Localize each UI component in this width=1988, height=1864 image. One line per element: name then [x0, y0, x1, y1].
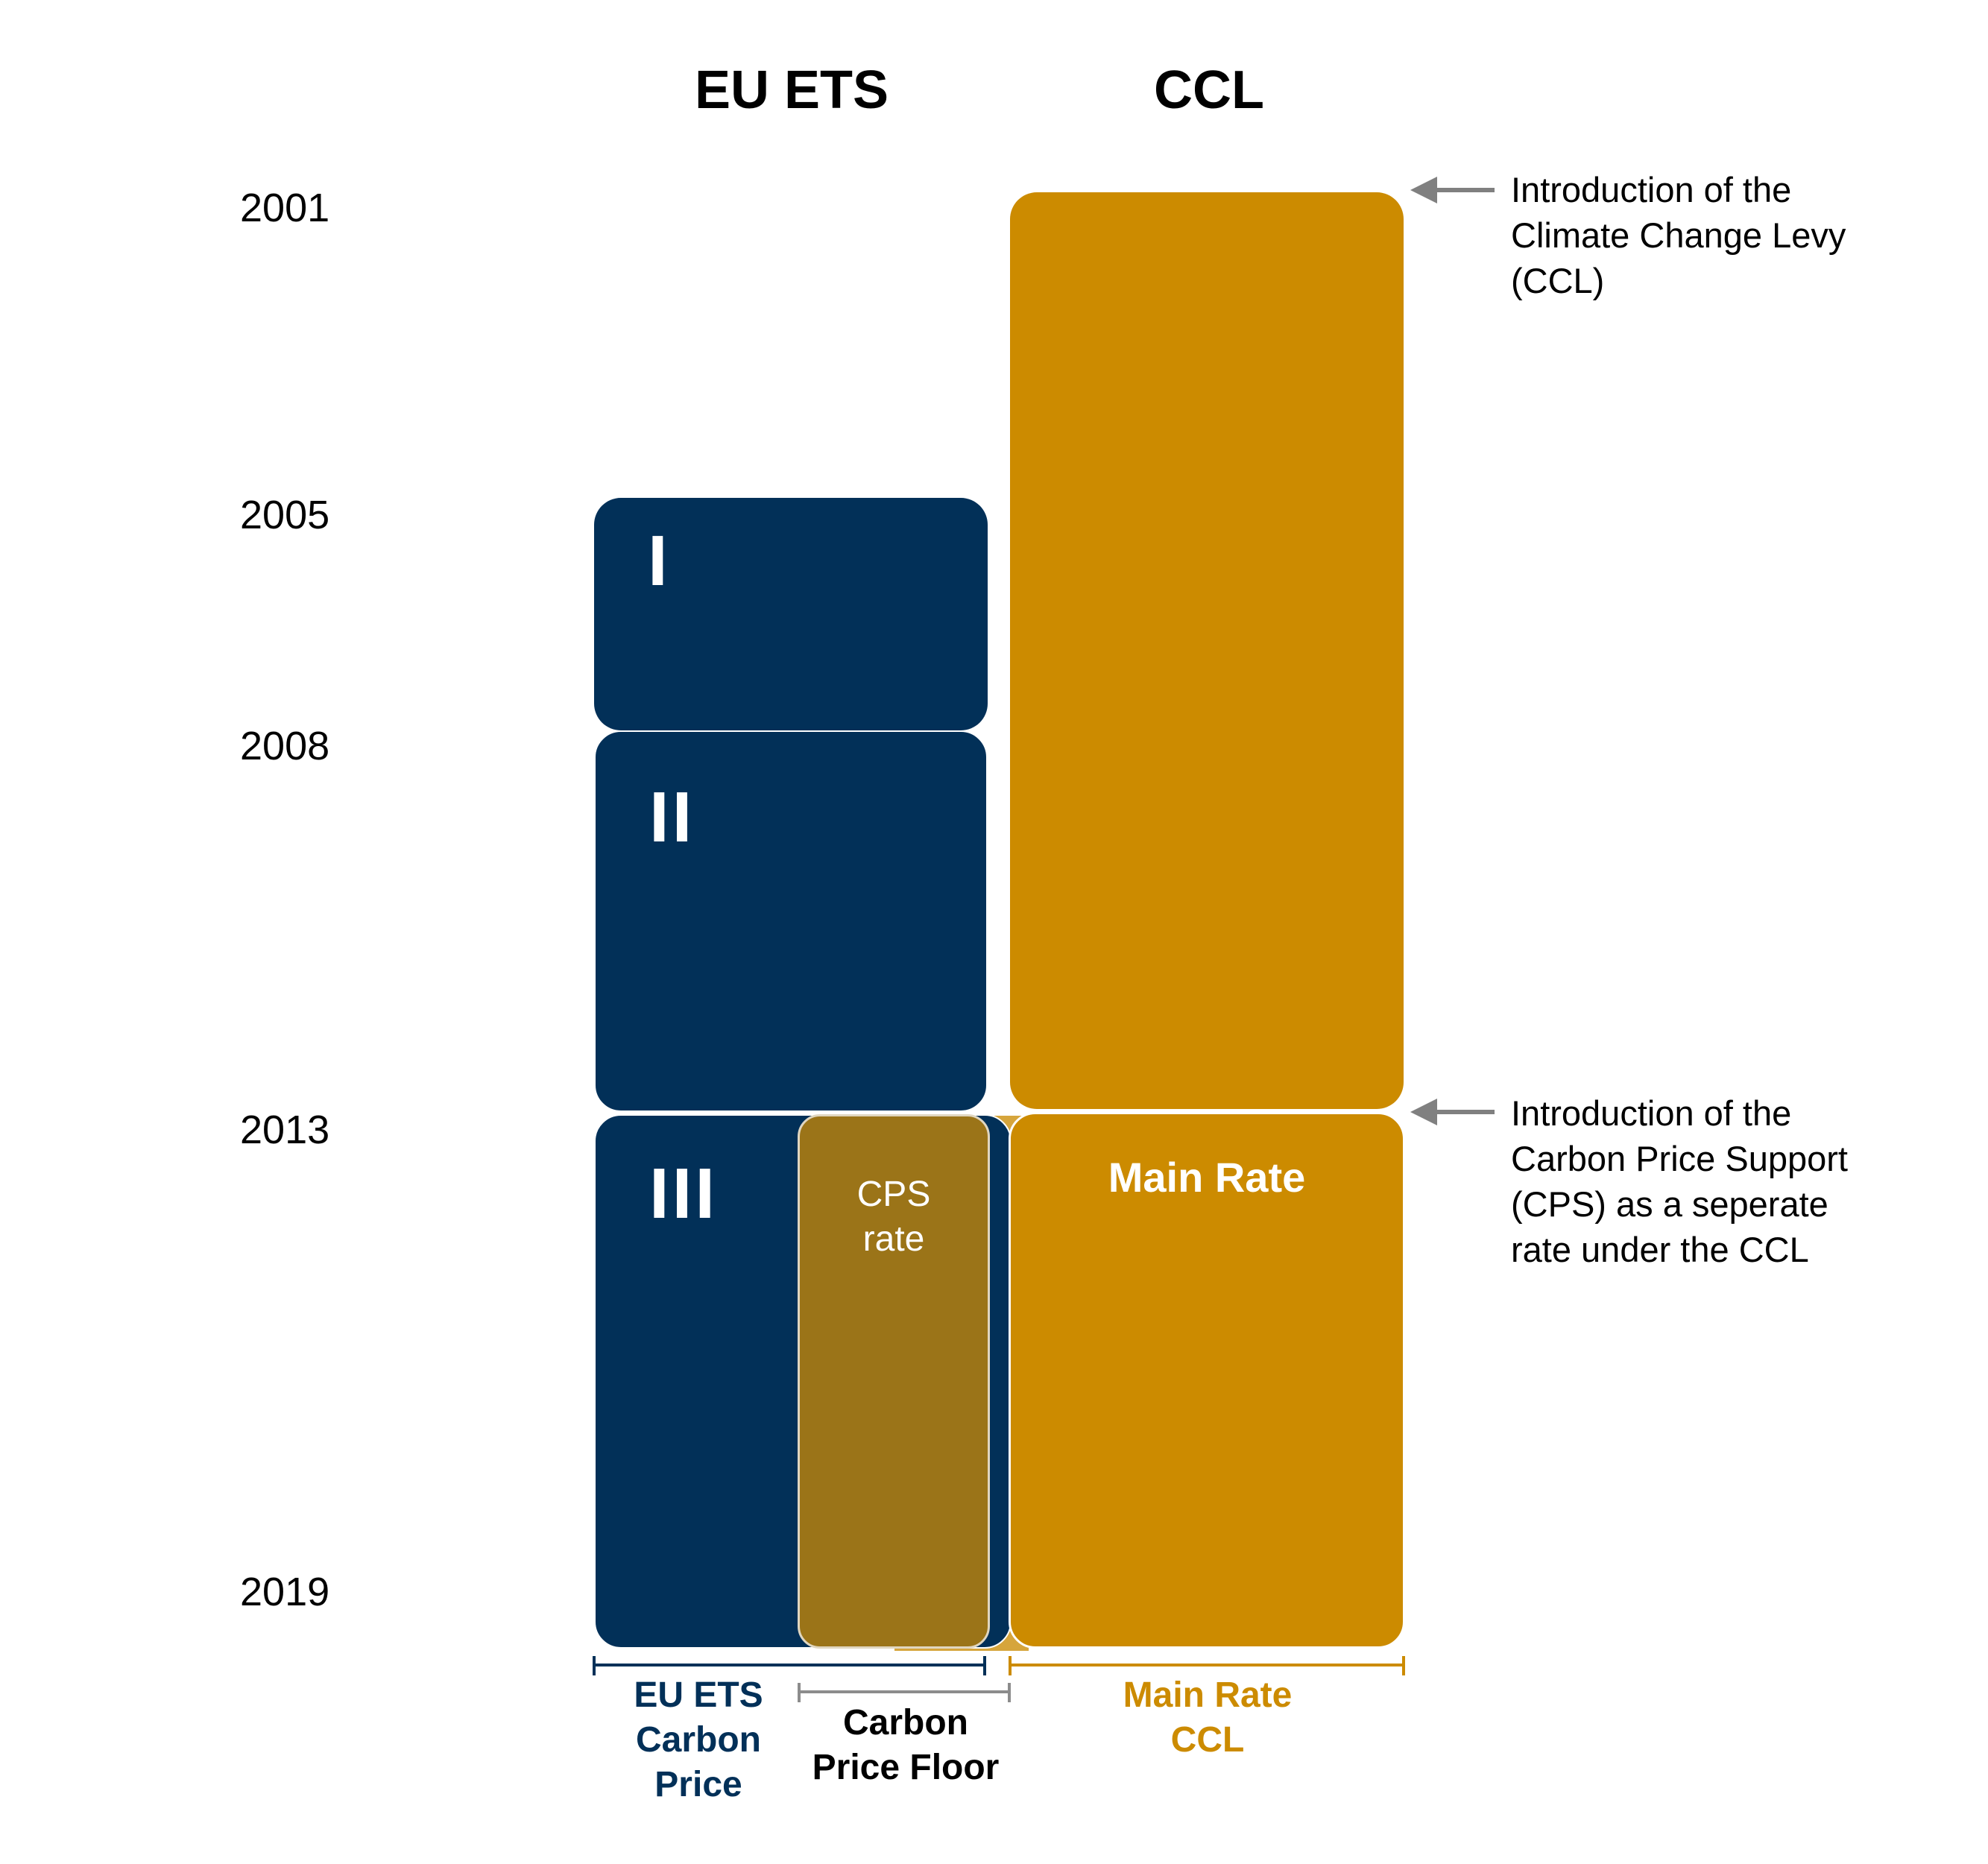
year-2013: 2013 — [240, 1108, 330, 1152]
main-rate-block: Main Rate — [1009, 1112, 1405, 1649]
carbon-price-floor-label: Carbon Price Floor — [812, 1703, 1000, 1787]
ccl-header: CCL — [1154, 60, 1264, 120]
phase-1-label: I — [648, 521, 671, 601]
eu-ets-carbon-price-label: EU ETS Carbon Price — [634, 1675, 763, 1804]
cps-rate-block: CPS rate — [798, 1114, 990, 1649]
year-2019: 2019 — [240, 1570, 330, 1614]
phase-2-label: II — [649, 777, 695, 857]
year-2001: 2001 — [240, 186, 330, 230]
main-rate-ccl-label: Main Rate CCL — [1123, 1675, 1293, 1760]
eu-ets-bracket — [593, 1656, 986, 1675]
year-2005: 2005 — [240, 493, 330, 537]
ccl-block — [1010, 192, 1404, 1109]
cps-introduction-note: Introduction of the Carbon Price Support… — [1511, 1093, 1848, 1269]
cps-rate-label: CPS rate — [856, 1175, 931, 1259]
ccl-introduction-note: Introduction of the Climate Change Levy … — [1511, 170, 1846, 300]
year-2008: 2008 — [240, 724, 330, 768]
main-rate-label: Main Rate — [1108, 1154, 1306, 1201]
phase-3-label: III — [649, 1154, 719, 1233]
ccl-arrow-icon — [1410, 177, 1495, 203]
main-rate-ccl-bracket — [1009, 1656, 1405, 1675]
eu-ets-phase-1-block: I — [594, 498, 988, 730]
eu-ets-phase-2-block: II — [594, 730, 988, 1112]
cps-arrow-icon — [1410, 1099, 1495, 1125]
carbon-floor-bracket — [798, 1683, 1011, 1702]
eu-ets-header: EU ETS — [694, 60, 889, 120]
